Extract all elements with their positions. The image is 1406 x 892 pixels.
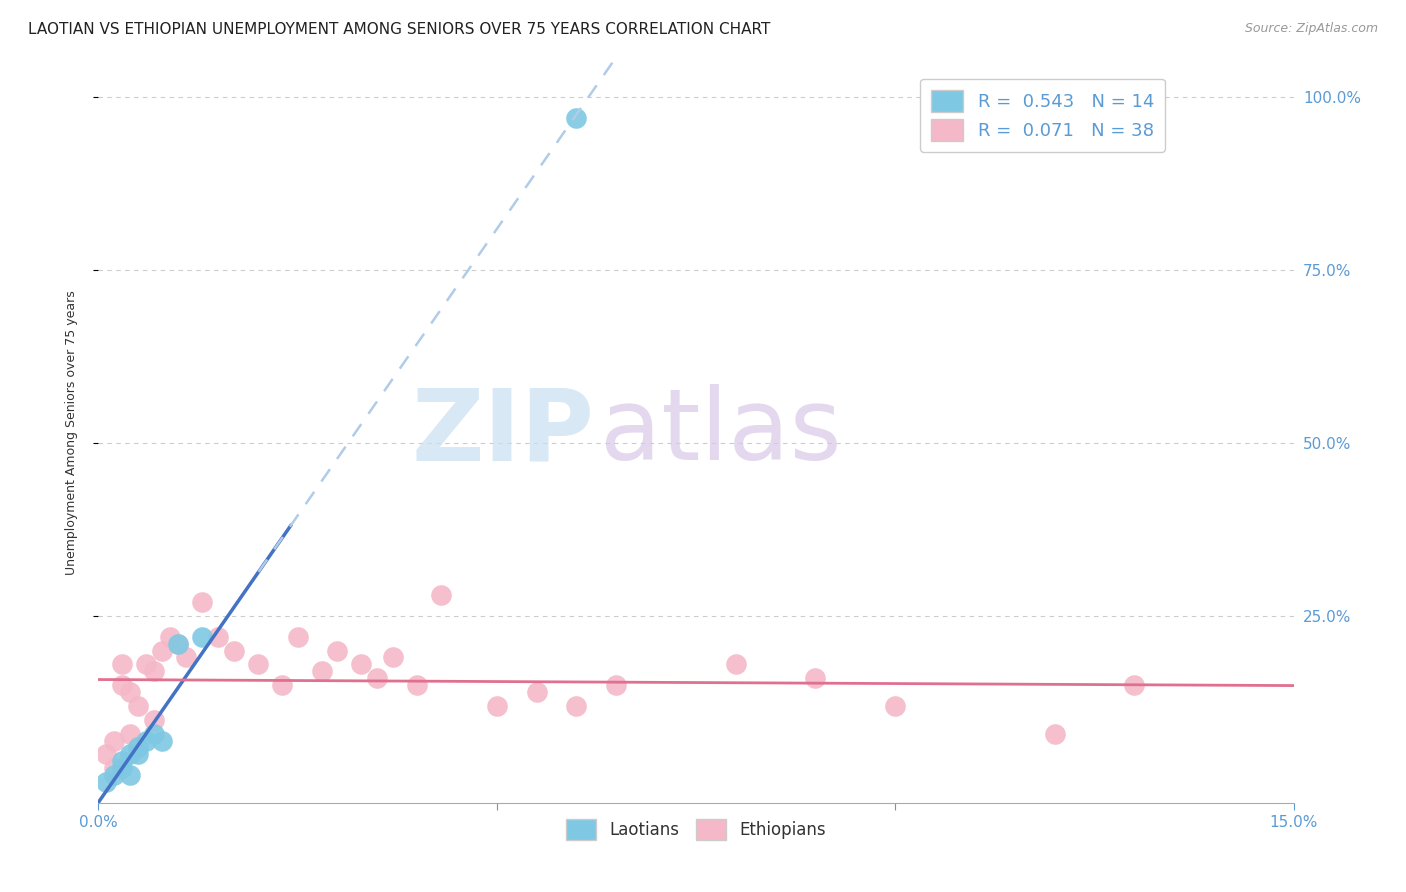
Point <box>1123 678 1146 692</box>
Point <box>135 657 157 672</box>
Point <box>135 733 157 747</box>
Point <box>804 671 827 685</box>
Point <box>430 588 453 602</box>
Point <box>1043 726 1066 740</box>
Point <box>526 685 548 699</box>
Text: LAOTIAN VS ETHIOPIAN UNEMPLOYMENT AMONG SENIORS OVER 75 YEARS CORRELATION CHART: LAOTIAN VS ETHIOPIAN UNEMPLOYMENT AMONG … <box>28 22 770 37</box>
Point <box>167 637 190 651</box>
Point <box>96 747 118 762</box>
Point <box>350 657 373 672</box>
Point <box>174 650 197 665</box>
Point <box>150 643 173 657</box>
Point <box>127 747 149 762</box>
Point <box>96 775 118 789</box>
Point <box>207 630 229 644</box>
Point <box>246 657 269 672</box>
Point <box>382 650 405 665</box>
Point <box>191 630 214 644</box>
Point <box>103 768 125 782</box>
Point <box>120 768 142 782</box>
Point <box>120 726 142 740</box>
Point <box>159 630 181 644</box>
Text: ZIP: ZIP <box>412 384 595 481</box>
Point <box>143 726 166 740</box>
Point <box>287 630 309 644</box>
Point <box>143 665 166 679</box>
Point <box>111 754 134 768</box>
Point <box>127 698 149 713</box>
Point <box>326 643 349 657</box>
Point <box>565 698 588 713</box>
Point <box>366 671 388 685</box>
Point <box>111 761 134 775</box>
Point <box>111 657 134 672</box>
Point <box>127 740 149 755</box>
Point <box>724 657 747 672</box>
Point <box>311 665 333 679</box>
Point <box>111 678 134 692</box>
Y-axis label: Unemployment Among Seniors over 75 years: Unemployment Among Seniors over 75 years <box>65 290 77 575</box>
Point <box>406 678 429 692</box>
Point <box>270 678 292 692</box>
Point <box>565 111 588 125</box>
Legend: Laotians, Ethiopians: Laotians, Ethiopians <box>560 813 832 847</box>
Point <box>103 761 125 775</box>
Text: atlas: atlas <box>600 384 842 481</box>
Point <box>143 713 166 727</box>
Point <box>120 685 142 699</box>
Point <box>222 643 245 657</box>
Point <box>485 698 508 713</box>
Point <box>167 637 190 651</box>
Text: Source: ZipAtlas.com: Source: ZipAtlas.com <box>1244 22 1378 36</box>
Point <box>150 733 173 747</box>
Point <box>127 740 149 755</box>
Point <box>120 747 142 762</box>
Point <box>884 698 907 713</box>
Point <box>191 595 214 609</box>
Point <box>103 733 125 747</box>
Point <box>605 678 627 692</box>
